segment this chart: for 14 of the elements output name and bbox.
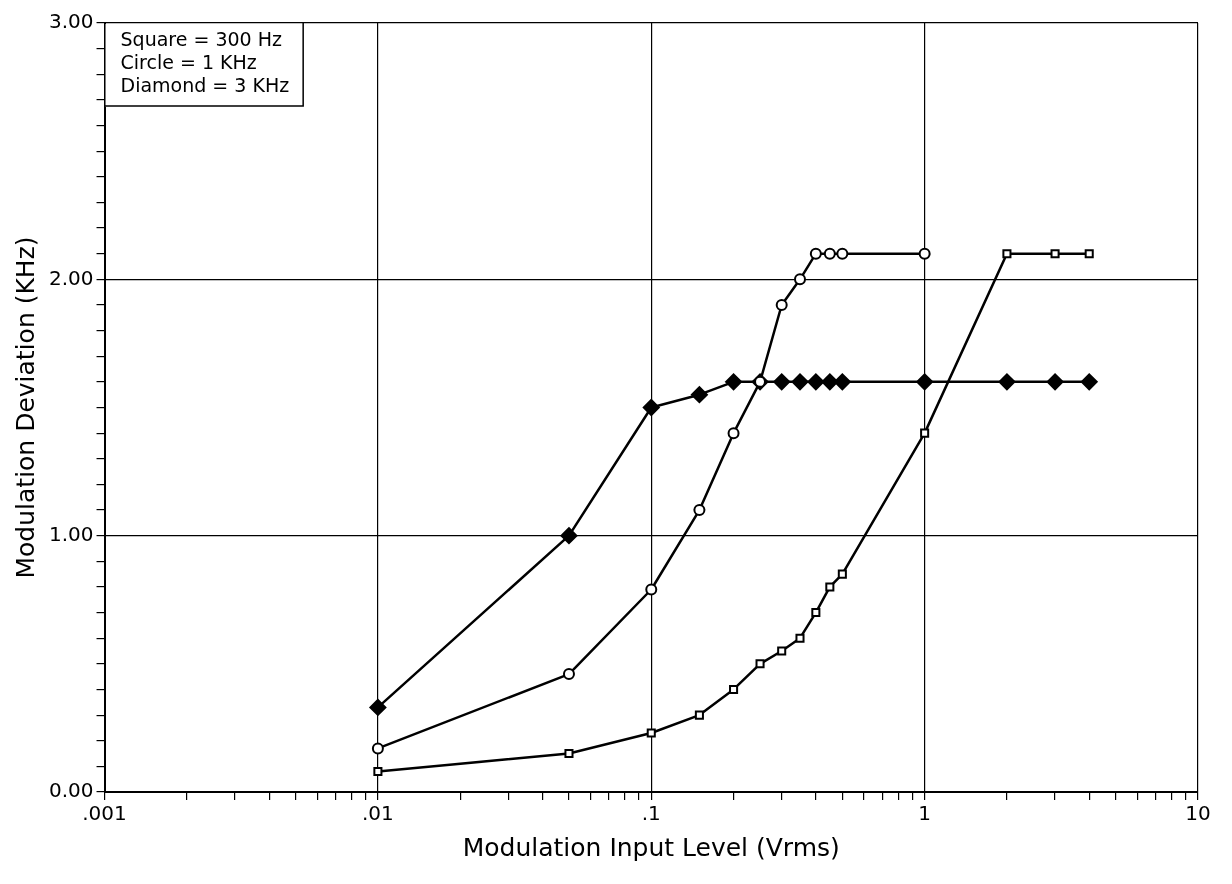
y-axis-title: Modulation Deviation (KHz): [10, 236, 40, 579]
y-tick-label: 1.00: [49, 521, 94, 546]
x-tick-label: 1: [918, 801, 931, 826]
x-tick-label: 10: [1185, 801, 1211, 826]
x-tick-label: .01: [361, 801, 394, 826]
x-tick-label: .1: [641, 801, 661, 826]
y-tick-label: 3.00: [49, 9, 94, 34]
x-axis-title: Modulation Input Level (Vrms): [462, 832, 840, 862]
annotation: Diamond = 3 KHz: [120, 74, 290, 97]
annotation: Square = 300 Hz: [120, 28, 283, 51]
y-tick-label: 0.00: [49, 778, 94, 803]
y-tick-label: 2.00: [49, 265, 94, 290]
annotation: Circle = 1 KHz: [120, 51, 257, 74]
x-tick-label: .001: [82, 801, 127, 826]
